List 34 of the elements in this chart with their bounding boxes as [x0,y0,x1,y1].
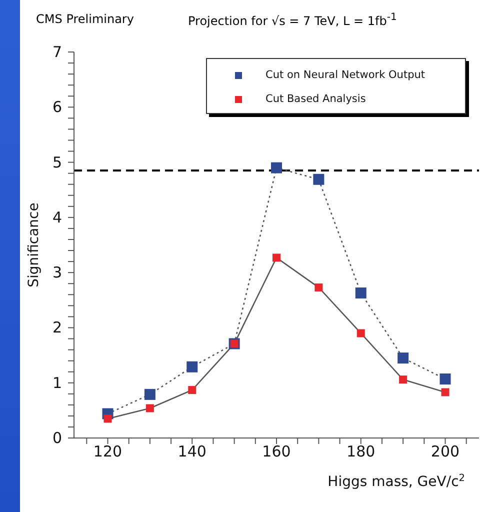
point [186,361,198,372]
x-tick-label: 180 [346,442,376,461]
x-tick-label: 200 [430,442,460,461]
point [271,162,282,174]
point [440,373,451,384]
point [398,352,409,364]
y-tick-label: 1 [52,374,62,392]
chart-subtitle: Projection for √s = 7 TeV, L = 1fb$^{-1}$ [188,12,397,28]
point [313,174,324,185]
y-tick-label: 4 [52,208,62,226]
point [104,414,112,423]
x-tick-label: 140 [178,442,206,461]
legend-label: Cut on Neural Network Output [266,69,426,81]
y-tick-label: 7 [52,43,62,61]
legend-label: Cut Based Analysis [266,93,367,105]
point [356,329,365,338]
x-tick-label: 160 [262,442,291,461]
y-tick-label: 2 [52,318,62,337]
x-axis-title: Higgs mass, GeV/c$^{2}$ [328,472,465,490]
y-tick-label: 6 [52,98,62,116]
point [146,404,154,412]
y-tick-label: 3 [52,264,62,282]
point [188,386,196,394]
point [355,287,366,298]
point [144,388,156,400]
point [272,254,280,262]
point [399,376,408,384]
point [441,388,450,396]
y-tick-label: 0 [52,429,62,447]
x-tick-label: 120 [93,442,122,461]
point [314,283,323,292]
chart-title: CMS Preliminary [35,12,135,26]
y-tick-label: 5 [52,153,62,172]
y-axis-title: Significance [26,202,42,288]
